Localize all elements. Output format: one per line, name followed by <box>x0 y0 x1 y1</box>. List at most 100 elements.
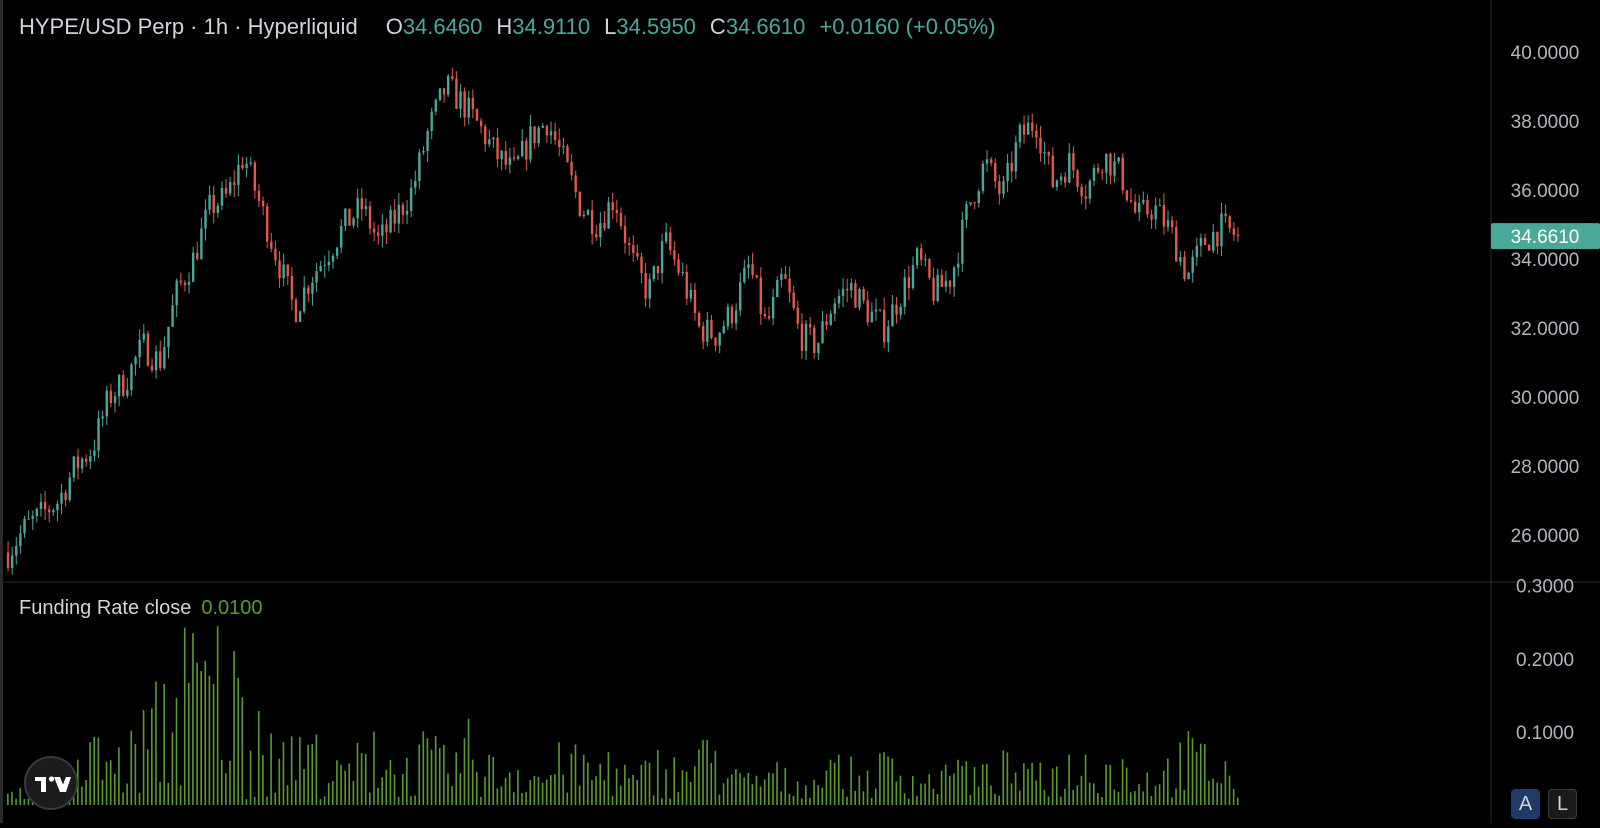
funding-bar <box>216 626 219 805</box>
funding-bar <box>833 762 836 805</box>
auto-scale-button[interactable]: A <box>1511 789 1540 819</box>
funding-bar <box>426 738 429 805</box>
funding-bar <box>759 786 762 805</box>
candle <box>60 483 63 515</box>
funding-bar <box>130 730 133 805</box>
tradingview-logo-icon[interactable] <box>24 756 78 810</box>
high-label: H <box>496 14 513 39</box>
candle <box>117 373 121 407</box>
candle <box>1055 179 1059 191</box>
log-scale-button[interactable]: L <box>1548 789 1577 819</box>
candle <box>718 331 721 354</box>
candle <box>183 280 187 292</box>
funding-bar <box>726 778 729 805</box>
candle <box>216 202 220 218</box>
candle <box>475 107 479 122</box>
candle <box>833 298 837 322</box>
funding-bar <box>578 785 581 805</box>
funding-bar <box>1064 788 1066 805</box>
candle <box>368 201 372 235</box>
candle <box>389 205 392 234</box>
candle <box>171 294 174 328</box>
funding-bar <box>891 758 894 805</box>
funding-bar <box>114 773 116 805</box>
candle <box>681 262 684 277</box>
funding-bar <box>710 762 713 805</box>
candle <box>714 337 717 352</box>
candle <box>1068 143 1071 184</box>
candle <box>377 224 380 245</box>
candle <box>796 300 800 329</box>
candle <box>1216 231 1219 255</box>
funding-bar <box>619 785 622 805</box>
funding-bar <box>332 781 334 805</box>
candle <box>39 493 43 517</box>
candle <box>360 187 364 221</box>
funding-bar <box>969 794 972 805</box>
candle <box>6 541 10 572</box>
candle <box>1105 153 1108 184</box>
candle <box>142 324 145 344</box>
funding-bar <box>776 762 778 805</box>
funding-bar <box>373 731 375 805</box>
funding-bar <box>455 752 458 805</box>
funding-bar <box>521 793 523 805</box>
funding-bar <box>1146 772 1149 805</box>
funding-bar <box>566 792 569 805</box>
candle <box>1006 153 1009 193</box>
funding-bar <box>706 740 708 805</box>
funding-bar <box>1043 789 1046 805</box>
candle <box>241 157 244 170</box>
candle <box>265 202 269 249</box>
candle <box>1199 233 1203 257</box>
candle <box>1014 135 1018 180</box>
funding-bar <box>739 773 741 805</box>
candle <box>311 277 314 306</box>
funding-bar <box>360 753 363 805</box>
funding-bar <box>911 775 914 805</box>
funding-bar <box>1134 791 1136 805</box>
funding-bar <box>994 794 996 805</box>
funding-bar <box>406 757 408 805</box>
candle <box>850 278 853 298</box>
candle <box>722 320 725 335</box>
funding-bar <box>245 799 248 805</box>
funding-label[interactable]: Funding Rate close <box>19 597 192 619</box>
candle <box>648 273 651 309</box>
candle <box>52 508 55 516</box>
funding-bar <box>1187 731 1190 805</box>
funding-bar <box>689 781 692 805</box>
funding-bar <box>352 781 355 805</box>
candle <box>508 147 512 174</box>
candle <box>1232 222 1236 242</box>
funding-bar <box>27 798 30 805</box>
candle <box>1150 209 1153 229</box>
funding-bar <box>1101 796 1103 805</box>
candle <box>43 490 47 521</box>
funding-bar <box>1047 796 1050 805</box>
candle <box>488 129 491 148</box>
candle <box>862 286 865 304</box>
candle <box>780 267 783 288</box>
candle <box>586 208 590 216</box>
candle <box>739 272 742 317</box>
funding-bar <box>747 772 750 805</box>
symbol-title[interactable]: HYPE/USD Perp · 1h · Hyperliquid <box>19 14 358 39</box>
funding-bar <box>397 796 400 805</box>
funding-bar <box>731 774 733 805</box>
funding-bar <box>467 718 470 805</box>
funding-bar <box>846 796 848 805</box>
candle <box>233 170 236 197</box>
candle <box>1166 210 1170 232</box>
candle <box>1002 175 1005 199</box>
candle <box>821 311 824 345</box>
funding-bar <box>1068 754 1070 805</box>
candle <box>845 278 849 303</box>
candle <box>228 177 232 197</box>
price-axis[interactable]: 26.0000 28.0000 30.0000 32.0000 34.0000 36.00… <box>1491 43 1600 744</box>
funding-bar <box>632 774 634 805</box>
funding-bar <box>558 742 560 805</box>
candle <box>430 107 433 140</box>
